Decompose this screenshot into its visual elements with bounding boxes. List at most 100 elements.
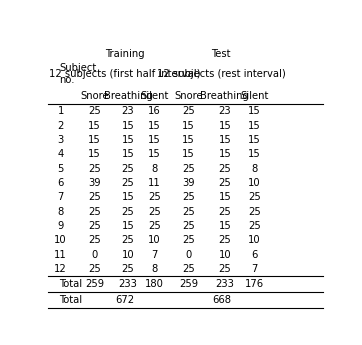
Text: 25: 25 (122, 235, 134, 245)
Text: 15: 15 (88, 135, 101, 145)
Text: Breathing: Breathing (104, 91, 152, 101)
Text: 25: 25 (218, 178, 231, 188)
Text: 15: 15 (122, 192, 134, 202)
Text: 3: 3 (58, 135, 64, 145)
Text: 15: 15 (182, 121, 195, 131)
Text: 10: 10 (219, 250, 231, 260)
Text: Test: Test (211, 49, 231, 59)
Text: 25: 25 (218, 164, 231, 174)
Text: 25: 25 (148, 221, 161, 231)
Text: 11: 11 (148, 178, 161, 188)
Text: 180: 180 (145, 279, 164, 289)
Text: 672: 672 (115, 295, 134, 305)
Text: 176: 176 (245, 279, 264, 289)
Text: 15: 15 (218, 121, 231, 131)
Text: 25: 25 (88, 164, 101, 174)
Text: 7: 7 (58, 192, 64, 202)
Text: 259: 259 (85, 279, 104, 289)
Text: 15: 15 (88, 149, 101, 159)
Text: 25: 25 (248, 221, 261, 231)
Text: 259: 259 (179, 279, 198, 289)
Text: 8: 8 (251, 164, 257, 174)
Text: 15: 15 (248, 121, 261, 131)
Text: 8: 8 (58, 207, 64, 217)
Text: 16: 16 (148, 106, 161, 116)
Text: 25: 25 (122, 207, 134, 217)
Text: 23: 23 (219, 106, 231, 116)
Text: 25: 25 (182, 192, 195, 202)
Text: 10: 10 (248, 178, 261, 188)
Text: 15: 15 (148, 121, 161, 131)
Text: 15: 15 (248, 106, 261, 116)
Text: 0: 0 (185, 250, 191, 260)
Text: 25: 25 (182, 106, 195, 116)
Text: 10: 10 (248, 235, 261, 245)
Text: Silent: Silent (240, 91, 269, 101)
Text: 15: 15 (182, 135, 195, 145)
Text: 15: 15 (122, 149, 134, 159)
Text: 25: 25 (218, 235, 231, 245)
Text: 8: 8 (152, 264, 158, 274)
Text: 15: 15 (148, 149, 161, 159)
Text: 15: 15 (122, 221, 134, 231)
Text: Breathing: Breathing (200, 91, 249, 101)
Text: 7: 7 (251, 264, 257, 274)
Text: 25: 25 (148, 192, 161, 202)
Text: 15: 15 (248, 135, 261, 145)
Text: 15: 15 (182, 149, 195, 159)
Text: Snore: Snore (174, 91, 203, 101)
Text: Snore: Snore (80, 91, 109, 101)
Text: 15: 15 (122, 121, 134, 131)
Text: 25: 25 (182, 207, 195, 217)
Text: 25: 25 (218, 207, 231, 217)
Text: 25: 25 (182, 221, 195, 231)
Text: 15: 15 (248, 149, 261, 159)
Text: 15: 15 (218, 135, 231, 145)
Text: 15: 15 (218, 149, 231, 159)
Text: 7: 7 (151, 250, 158, 260)
Text: 15: 15 (148, 135, 161, 145)
Text: 39: 39 (88, 178, 101, 188)
Text: 10: 10 (122, 250, 134, 260)
Text: 25: 25 (88, 106, 101, 116)
Text: 25: 25 (182, 264, 195, 274)
Text: 25: 25 (248, 207, 261, 217)
Text: 25: 25 (248, 192, 261, 202)
Text: 12 subjects (first half interval): 12 subjects (first half interval) (49, 69, 200, 79)
Text: 15: 15 (88, 121, 101, 131)
Text: 23: 23 (122, 106, 134, 116)
Text: 25: 25 (88, 264, 101, 274)
Text: 25: 25 (88, 221, 101, 231)
Text: 25: 25 (148, 207, 161, 217)
Text: 10: 10 (148, 235, 161, 245)
Text: 0: 0 (91, 250, 97, 260)
Text: 6: 6 (251, 250, 257, 260)
Text: 15: 15 (218, 192, 231, 202)
Text: 5: 5 (58, 164, 64, 174)
Text: 6: 6 (58, 178, 64, 188)
Text: 25: 25 (122, 178, 134, 188)
Text: 8: 8 (152, 164, 158, 174)
Text: 39: 39 (182, 178, 195, 188)
Text: 233: 233 (215, 279, 234, 289)
Text: 25: 25 (88, 235, 101, 245)
Text: 233: 233 (119, 279, 138, 289)
Text: Silent: Silent (140, 91, 169, 101)
Text: 25: 25 (182, 164, 195, 174)
Text: Total: Total (59, 279, 83, 289)
Text: 12: 12 (54, 264, 67, 274)
Text: 12 subjects (rest interval): 12 subjects (rest interval) (157, 69, 286, 79)
Text: 25: 25 (88, 207, 101, 217)
Text: 2: 2 (58, 121, 64, 131)
Text: 1: 1 (58, 106, 64, 116)
Text: 25: 25 (122, 264, 134, 274)
Text: 10: 10 (54, 235, 67, 245)
Text: 11: 11 (54, 250, 67, 260)
Text: 668: 668 (212, 295, 231, 305)
Text: 4: 4 (58, 149, 64, 159)
Text: Subject
no.: Subject no. (59, 63, 97, 85)
Text: Total: Total (59, 295, 83, 305)
Text: 25: 25 (122, 164, 134, 174)
Text: 25: 25 (218, 264, 231, 274)
Text: 25: 25 (88, 192, 101, 202)
